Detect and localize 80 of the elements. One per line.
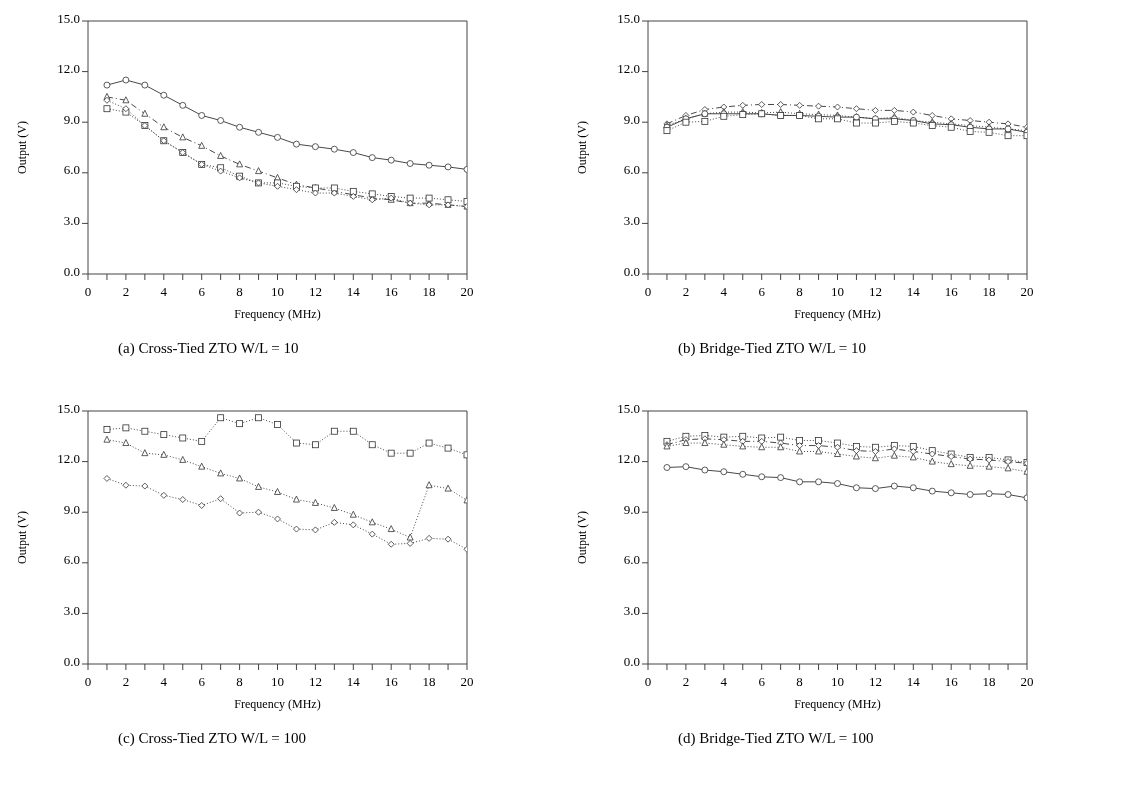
y-tick-label: 15.0: [617, 400, 640, 416]
y-tick-label: 15.0: [57, 400, 80, 416]
x-tick-label: 18: [982, 673, 996, 689]
y-tick-label: 9.0: [623, 111, 640, 127]
y-axis-title: Output (V): [575, 121, 590, 174]
x-tick-label: 4: [720, 283, 728, 299]
x-axis-title: Frequency (MHz): [794, 307, 881, 321]
x-axis-title: Frequency (MHz): [234, 307, 321, 321]
y-axis-title: Output (V): [15, 121, 30, 174]
x-tick-label: 8: [796, 673, 803, 689]
x-tick-label: 6: [198, 673, 206, 689]
y-tick-label: 3.0: [623, 213, 640, 229]
x-tick-label: 8: [236, 673, 243, 689]
x-tick-label: 18: [982, 283, 996, 299]
x-tick-label: 4: [160, 283, 168, 299]
x-tick-label: 12: [868, 673, 882, 689]
x-tick-label: 10: [271, 283, 284, 299]
x-tick-label: 2: [682, 283, 690, 299]
y-tick-label: 3.0: [63, 603, 80, 619]
y-tick-label: 12.0: [617, 451, 640, 467]
x-tick-label: 16: [944, 673, 959, 689]
text: (d) Bridge-Tied ZTO W/L = 100: [678, 730, 874, 747]
x-tick-label: 2: [122, 283, 130, 299]
y-tick-label: 3.0: [63, 213, 80, 229]
text: (b) Bridge-Tied ZTO W/L = 10: [678, 340, 867, 357]
x-tick-label: 2: [122, 673, 130, 689]
x-tick-label: 0: [644, 673, 652, 689]
x-tick-label: 14: [906, 283, 921, 299]
y-tick-label: 12.0: [57, 451, 80, 467]
x-tick-label: 14: [906, 673, 921, 689]
x-tick-label: 12: [868, 283, 882, 299]
x-tick-label: 10: [831, 283, 844, 299]
y-tick-label: 9.0: [63, 501, 80, 517]
x-tick-label: 20: [1020, 673, 1034, 689]
x-tick-label: 8: [796, 283, 803, 299]
x-tick-label: 16: [384, 283, 399, 299]
y-tick-label: 15.0: [57, 10, 80, 26]
x-tick-label: 12: [308, 673, 322, 689]
y-tick-label: 6.0: [63, 162, 80, 178]
y-axis-title: Output (V): [575, 511, 590, 564]
x-tick-label: 6: [758, 283, 766, 299]
text: (a) Cross-Tied ZTO W/L = 10: [118, 340, 299, 357]
x-tick-label: 20: [460, 673, 474, 689]
x-tick-label: 20: [1020, 283, 1034, 299]
x-tick-label: 10: [271, 673, 284, 689]
y-tick-label: 0.0: [623, 653, 640, 669]
y-tick-label: 0.0: [63, 653, 80, 669]
x-axis-title: Frequency (MHz): [794, 697, 881, 711]
x-tick-label: 14: [346, 673, 361, 689]
x-tick-label: 8: [236, 283, 243, 299]
x-tick-label: 0: [84, 673, 92, 689]
x-tick-label: 6: [198, 283, 206, 299]
x-tick-label: 4: [720, 673, 728, 689]
y-tick-label: 6.0: [63, 552, 80, 568]
x-tick-label: 18: [422, 283, 436, 299]
y-tick-label: 15.0: [617, 10, 640, 26]
x-tick-label: 16: [944, 283, 959, 299]
y-tick-label: 6.0: [623, 552, 640, 568]
x-tick-label: 2: [682, 673, 690, 689]
x-tick-label: 16: [384, 673, 399, 689]
text: (c) Cross-Tied ZTO W/L = 100: [118, 730, 307, 747]
y-tick-label: 9.0: [63, 111, 80, 127]
x-tick-label: 10: [831, 673, 844, 689]
y-tick-label: 6.0: [623, 162, 640, 178]
x-tick-label: 20: [460, 283, 474, 299]
y-tick-label: 0.0: [623, 263, 640, 279]
x-tick-label: 4: [160, 673, 168, 689]
y-tick-label: 0.0: [63, 263, 80, 279]
x-tick-label: 14: [346, 283, 361, 299]
x-tick-label: 6: [758, 673, 766, 689]
y-tick-label: 3.0: [623, 603, 640, 619]
x-axis-title: Frequency (MHz): [234, 697, 321, 711]
y-tick-label: 12.0: [617, 61, 640, 77]
x-tick-label: 12: [308, 283, 322, 299]
x-tick-label: 18: [422, 673, 436, 689]
x-tick-label: 0: [84, 283, 92, 299]
y-tick-label: 9.0: [623, 501, 640, 517]
y-axis-title: Output (V): [15, 511, 30, 564]
x-tick-label: 0: [644, 283, 652, 299]
y-tick-label: 12.0: [57, 61, 80, 77]
